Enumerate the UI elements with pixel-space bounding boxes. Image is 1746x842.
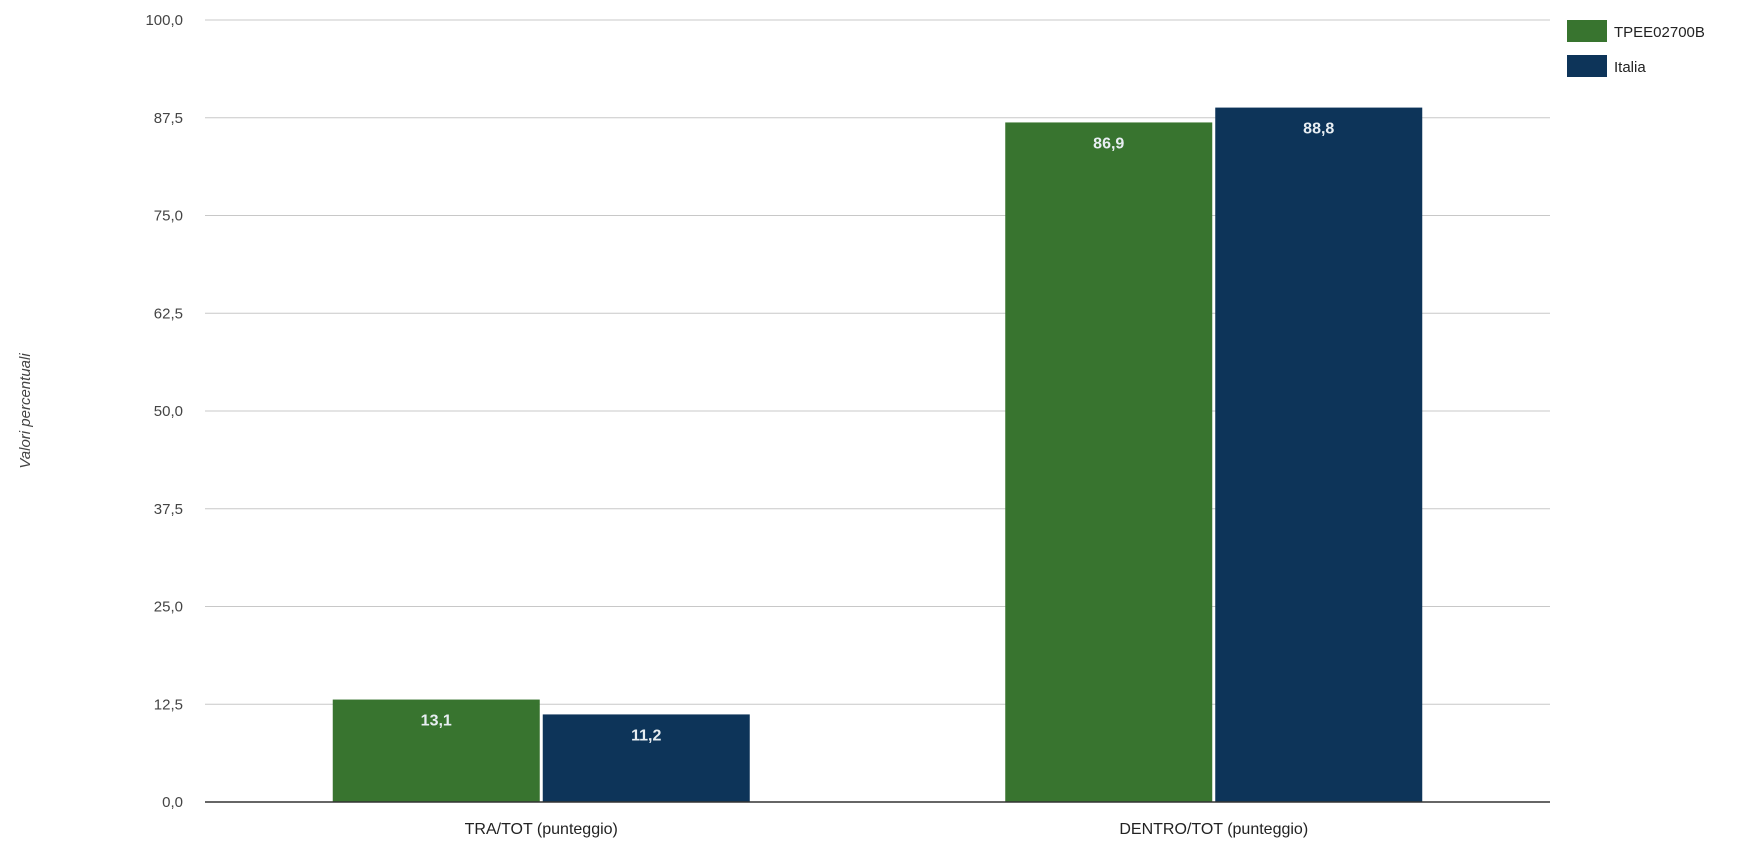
y-tick-label: 50,0 (154, 403, 183, 420)
bar (332, 699, 540, 802)
data-label: 13,1 (421, 713, 452, 730)
legend: TPEE02700B Italia (1567, 20, 1705, 77)
bar (542, 714, 750, 802)
y-tick-label: 87,5 (154, 110, 183, 127)
bar (1005, 122, 1213, 802)
y-tick-label: 75,0 (154, 208, 183, 225)
y-tick-label: 37,5 (154, 501, 183, 518)
y-axis-title: Valori percentuali (17, 353, 34, 469)
legend-label: Italia (1614, 59, 1646, 76)
gridlines (205, 19, 1550, 705)
legend-swatch (1567, 20, 1607, 42)
y-tick-label: 100,0 (145, 12, 183, 29)
x-category-label: DENTRO/TOT (punteggio) (1119, 821, 1308, 838)
y-tick-label: 62,5 (154, 305, 183, 322)
y-tick-label: 25,0 (154, 599, 183, 616)
data-label: 88,8 (1303, 121, 1334, 138)
bar (1215, 107, 1423, 803)
y-tick-label: 0,0 (162, 794, 183, 811)
legend-swatch (1567, 55, 1607, 77)
data-label: 11,2 (631, 727, 661, 744)
y-tick-label: 12,5 (154, 696, 183, 713)
category-labels: TRA/TOT (punteggio) DENTRO/TOT (punteggio… (465, 821, 1309, 838)
x-category-label: TRA/TOT (punteggio) (465, 821, 618, 838)
y-axis-ticks: 0,0 12,5 25,0 37,5 50,0 62,5 75,0 87,5 100,0 (145, 12, 183, 811)
data-label: 86,9 (1093, 135, 1124, 152)
bars: 13,1 11,2 86,9 88,8 (332, 107, 1423, 803)
legend-label: TPEE02700B (1614, 24, 1705, 41)
